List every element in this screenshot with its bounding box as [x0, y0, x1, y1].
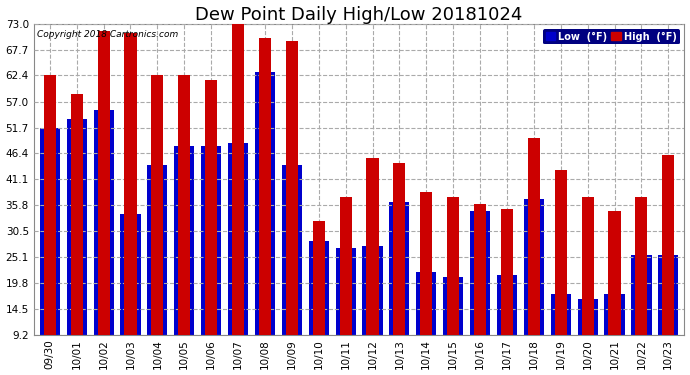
Bar — [578, 299, 598, 335]
Bar — [40, 128, 60, 335]
Bar — [339, 197, 352, 335]
Bar — [335, 248, 355, 335]
Bar — [97, 31, 110, 335]
Bar — [70, 94, 83, 335]
Bar — [362, 246, 382, 335]
Bar — [147, 165, 168, 335]
Bar — [443, 277, 463, 335]
Bar — [282, 165, 302, 335]
Bar — [313, 221, 325, 335]
Bar — [228, 143, 248, 335]
Bar — [501, 209, 513, 335]
Bar — [497, 275, 517, 335]
Bar — [255, 72, 275, 335]
Bar — [205, 80, 217, 335]
Bar — [366, 158, 379, 335]
Bar — [420, 192, 433, 335]
Bar — [658, 255, 678, 335]
Bar — [120, 214, 141, 335]
Bar — [551, 294, 571, 335]
Bar — [555, 170, 566, 335]
Bar — [416, 272, 436, 335]
Bar — [151, 75, 164, 335]
Bar — [609, 211, 620, 335]
Bar — [662, 155, 674, 335]
Bar — [393, 163, 406, 335]
Bar — [582, 197, 593, 335]
Bar — [67, 119, 87, 335]
Bar — [43, 75, 56, 335]
Title: Dew Point Daily High/Low 20181024: Dew Point Daily High/Low 20181024 — [195, 6, 523, 24]
Bar — [174, 146, 195, 335]
Bar — [631, 255, 651, 335]
Bar — [447, 197, 460, 335]
Bar — [528, 138, 540, 335]
Bar — [389, 202, 409, 335]
Bar — [178, 75, 190, 335]
Bar — [286, 41, 298, 335]
Bar — [232, 16, 244, 335]
Bar — [474, 204, 486, 335]
Bar — [604, 294, 624, 335]
Legend: Low  (°F), High  (°F): Low (°F), High (°F) — [542, 28, 680, 45]
Bar — [470, 211, 490, 335]
Bar — [94, 111, 114, 335]
Bar — [259, 38, 271, 335]
Bar — [201, 146, 221, 335]
Bar — [308, 241, 329, 335]
Bar — [635, 197, 647, 335]
Bar — [124, 33, 137, 335]
Text: Copyright 2018 Cartronics.com: Copyright 2018 Cartronics.com — [37, 30, 178, 39]
Bar — [524, 199, 544, 335]
